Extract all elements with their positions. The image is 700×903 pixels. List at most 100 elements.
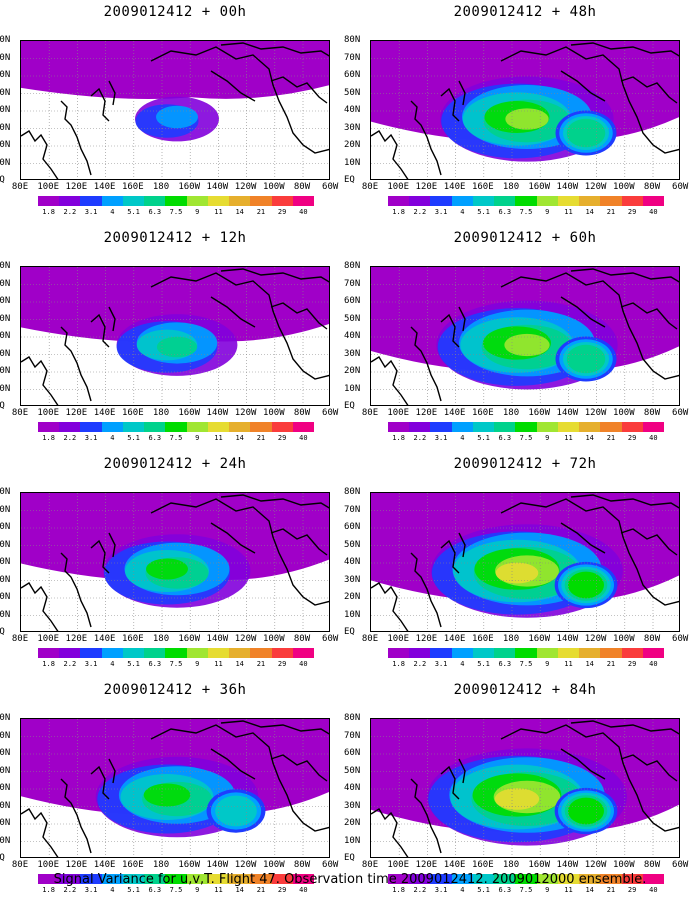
colorbar-swatch: [600, 874, 622, 884]
variance-map: [370, 40, 680, 180]
latitude-label: 80N: [344, 261, 361, 271]
latitude-label: 30N: [344, 348, 361, 359]
latitude-label: 70N: [0, 504, 11, 515]
longitude-label: 60W: [322, 408, 339, 418]
colorbar: [38, 196, 315, 206]
coastline: [410, 552, 442, 628]
longitude-label: 160E: [471, 408, 494, 418]
colorbar-swatch: [186, 874, 208, 884]
colorbar-label: 7.5: [169, 886, 183, 894]
colorbar-swatch: [80, 648, 102, 658]
colorbar-label: 9: [545, 660, 550, 668]
longitude-label: 120W: [584, 408, 607, 418]
coastline: [570, 42, 679, 57]
longitude-label: 160E: [121, 860, 144, 870]
longitude-label: 140E: [443, 182, 466, 192]
colorbar-label: 11: [564, 434, 573, 442]
variance-map: [20, 492, 330, 632]
colorbar-label: 5.1: [127, 886, 140, 894]
coastline: [560, 748, 606, 780]
colorbar-swatch: [409, 874, 431, 884]
forecast-panel: 2009012412 + 00h 80N 70N 60N 50N 40N 30N 20N 10N…: [0, 0, 350, 225]
colorbar-swatch: [409, 648, 431, 658]
coastline: [270, 754, 328, 782]
coastline: [21, 356, 59, 405]
colorbar-swatch: [207, 648, 230, 658]
latitude-label: 50N: [0, 313, 11, 324]
latitude-label: 10N: [344, 609, 361, 620]
colorbar-swatch: [451, 648, 473, 658]
colorbar-label: 2.2: [63, 208, 77, 216]
longitude-label: 60W: [672, 408, 689, 418]
colorbar-swatch: [165, 874, 187, 884]
longitude-label: 120E: [65, 634, 88, 644]
colorbar-label: 7.5: [519, 886, 533, 894]
colorbar-label: 2.2: [413, 434, 427, 442]
longitude-label: 60W: [322, 634, 339, 644]
latitude-label: 10N: [0, 609, 11, 620]
longitude-label: 100W: [262, 182, 285, 192]
colorbar-swatch: [579, 648, 601, 658]
colorbar-swatch: [621, 648, 643, 658]
longitude-label: 120E: [65, 182, 88, 192]
colorbar-label: 29: [627, 660, 637, 668]
colorbar-label: 4: [460, 434, 465, 442]
longitude-label: 120W: [584, 860, 607, 870]
colorbar-label: 5.1: [127, 660, 140, 668]
coastline: [410, 778, 442, 854]
latitude-label: 20N: [0, 818, 11, 828]
longitude-label: 160W: [528, 634, 551, 644]
coastline: [570, 720, 679, 735]
latitude-label: 30N: [0, 800, 11, 811]
longitude-label: 160E: [121, 408, 144, 418]
colorbar-swatch: [186, 422, 208, 432]
panel-title: 2009012412 + 72h: [453, 456, 597, 472]
colorbar-swatch: [430, 422, 452, 432]
latitude-label: 50N: [0, 87, 11, 98]
colorbar-label: 4: [460, 660, 465, 668]
longitude-label: 120W: [584, 634, 607, 644]
colorbar-swatch: [101, 196, 123, 206]
latitude-label: 20N: [344, 818, 361, 828]
colorbar-label: 9: [195, 660, 200, 668]
colorbar-swatch: [101, 648, 123, 658]
latitude-label: 20N: [0, 366, 11, 376]
coastline: [220, 268, 329, 283]
colorbar-label: 4: [460, 886, 465, 894]
latitude-label: 10N: [0, 835, 11, 846]
latitude-label: 20N: [344, 140, 361, 150]
variance-map: [370, 266, 680, 406]
forecast-panel: 2009012412 + 24h 80N 70N 60N 50N 40N 30N 20N 10N…: [0, 452, 350, 677]
latitude-label: 10N: [344, 157, 361, 168]
colorbar-swatch: [122, 422, 145, 432]
colorbar-label: 21: [606, 434, 616, 442]
latitude-label: 30N: [344, 122, 361, 133]
longitude-label: 180: [152, 860, 170, 870]
coastline: [620, 76, 678, 104]
colorbar-swatch: [600, 648, 622, 658]
colorbar-swatch: [101, 422, 123, 432]
colorbar-swatch: [144, 196, 166, 206]
colorbar-label: 14: [585, 434, 594, 442]
colorbar-label: 1.8: [392, 434, 405, 442]
colorbar-label: 21: [606, 886, 616, 894]
panel-title: 2009012412 + 48h: [453, 4, 597, 20]
longitude-label: 140W: [556, 408, 579, 418]
colorbar-label: 3.1: [84, 434, 98, 442]
coastline: [220, 42, 329, 57]
forecast-panel: 2009012412 + 48h 80N 70N 60N 50N 40N 30N 20N 10N…: [344, 0, 700, 225]
coastline: [270, 302, 328, 330]
coastline: [410, 100, 442, 176]
coastline: [108, 532, 116, 558]
longitude-label: 160E: [121, 182, 144, 192]
longitude-label: 80W: [643, 408, 661, 418]
colorbar-swatch: [409, 196, 431, 206]
colorbar: [388, 648, 665, 658]
variance-contour: [505, 108, 549, 130]
colorbar-swatch: [38, 196, 60, 206]
colorbar-swatch: [536, 874, 558, 884]
longitude-label: 100W: [612, 634, 635, 644]
colorbar-swatch: [579, 874, 601, 884]
colorbar-label: 1.8: [42, 434, 55, 442]
colorbar-label: 40: [299, 208, 308, 216]
